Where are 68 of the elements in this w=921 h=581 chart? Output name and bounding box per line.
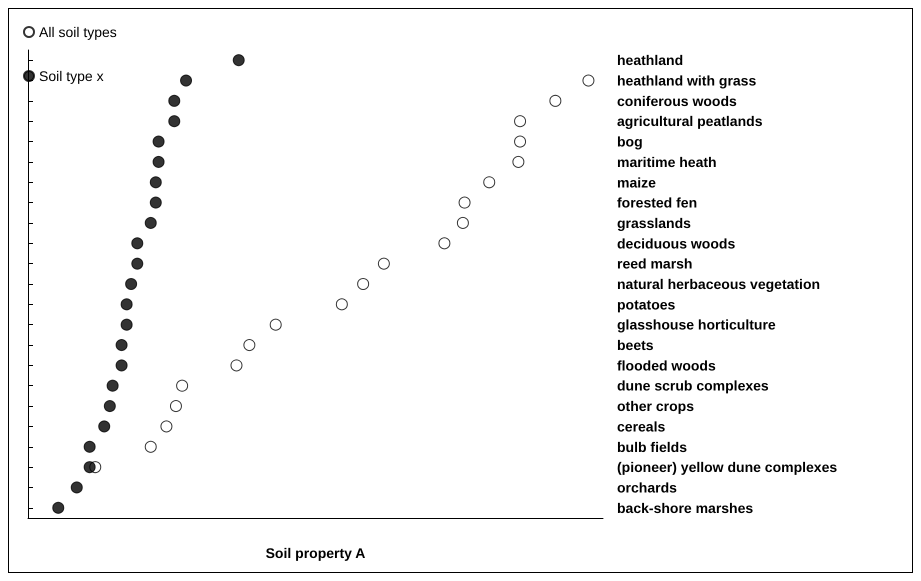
y-tick-label: reed marsh [617,256,692,272]
point [512,156,524,168]
point [70,481,83,494]
point [144,216,157,229]
y-tick-label: coniferous woods [617,92,737,109]
point [52,502,64,514]
point [514,136,526,148]
y-tick-label: orchards [617,479,678,496]
point [98,420,110,432]
y-tick-label: cereals [617,418,666,434]
y-tick-label: heathland [617,52,684,68]
point [582,74,594,87]
point [230,359,242,372]
y-tick-label: glasshouse horticulture [617,316,776,333]
point [84,461,96,474]
point [168,94,180,107]
y-tick-label: maritime heath [617,154,717,170]
point [150,196,162,209]
point [150,176,162,188]
x-axis-title: Soil property A [266,545,366,561]
y-tick-label: dune scrub complexes [617,378,769,394]
point [549,94,562,107]
point [378,258,390,270]
y-tick-label: heathland with grass [617,72,756,89]
y-tick-label: bog [617,134,643,150]
point [168,115,180,128]
y-tick-label: natural herbaceous vegetation [617,276,820,292]
point [144,440,157,453]
point [458,196,471,209]
point [160,420,172,432]
point [131,258,144,270]
point [116,359,128,372]
y-tick-label: flooded woods [617,357,716,374]
point [270,318,282,331]
point [438,237,450,250]
point [514,115,526,128]
point [152,156,165,168]
y-tick-label: deciduous woods [617,235,736,252]
point [131,237,144,250]
point [180,74,192,87]
legend-label: All soil types [39,24,117,40]
point [120,318,133,331]
y-tick-label: (pioneer) yellow dune complexes [617,459,838,476]
point [84,440,96,453]
y-tick-label: back-shore marshes [617,500,754,516]
point [104,400,116,412]
legend-label: Soil type x [39,68,104,84]
point [456,216,469,229]
y-tick-label: potatoes [617,296,676,312]
point [120,298,133,310]
point [116,339,128,352]
point [152,136,165,148]
y-tick-label: forested fen [617,194,698,211]
y-tick-label: beets [617,337,654,354]
y-tick-label: bulb fields [617,438,688,455]
point [232,54,245,66]
y-tick-label: maize [617,174,656,190]
point [125,278,138,290]
y-tick-label: grasslands [617,214,692,231]
point [483,176,496,188]
y-tick-label: other crops [617,398,694,414]
point [357,278,370,290]
point [106,380,119,392]
point [243,339,256,352]
point [336,298,348,310]
y-tick-label: agricultural peatlands [617,113,763,130]
point [176,380,188,392]
point [170,400,182,412]
